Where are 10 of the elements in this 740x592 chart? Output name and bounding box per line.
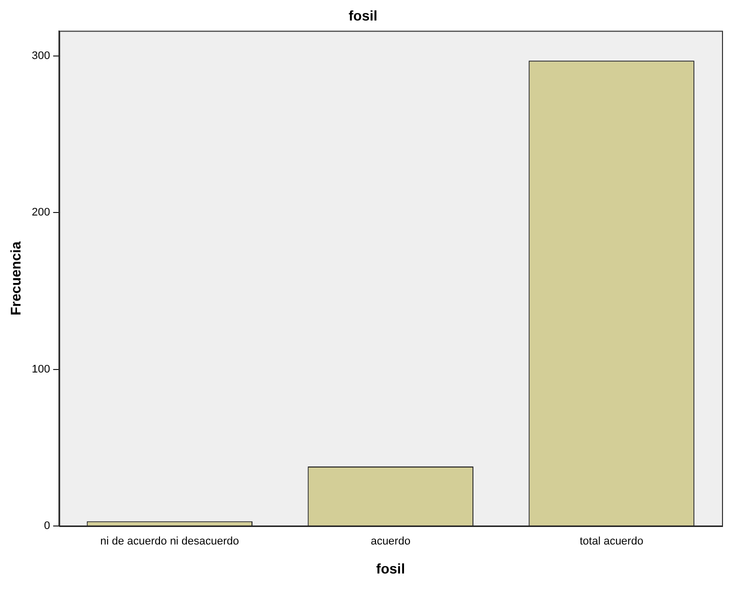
- x-tick-label: total acuerdo: [580, 536, 644, 548]
- y-axis-title: Frecuencia: [7, 241, 24, 316]
- y-tick-label: 100: [32, 363, 50, 376]
- x-tick-label: ni de acuerdo ni desacuerdo: [100, 536, 240, 548]
- x-tick-label: acuerdo: [370, 536, 410, 548]
- y-tick-label: 200: [32, 206, 50, 219]
- y-tick-label: 0: [44, 520, 50, 532]
- chart-title: fosil: [348, 7, 378, 24]
- x-axis-title: fosil: [376, 560, 405, 576]
- y-tick-label: 300: [32, 50, 50, 62]
